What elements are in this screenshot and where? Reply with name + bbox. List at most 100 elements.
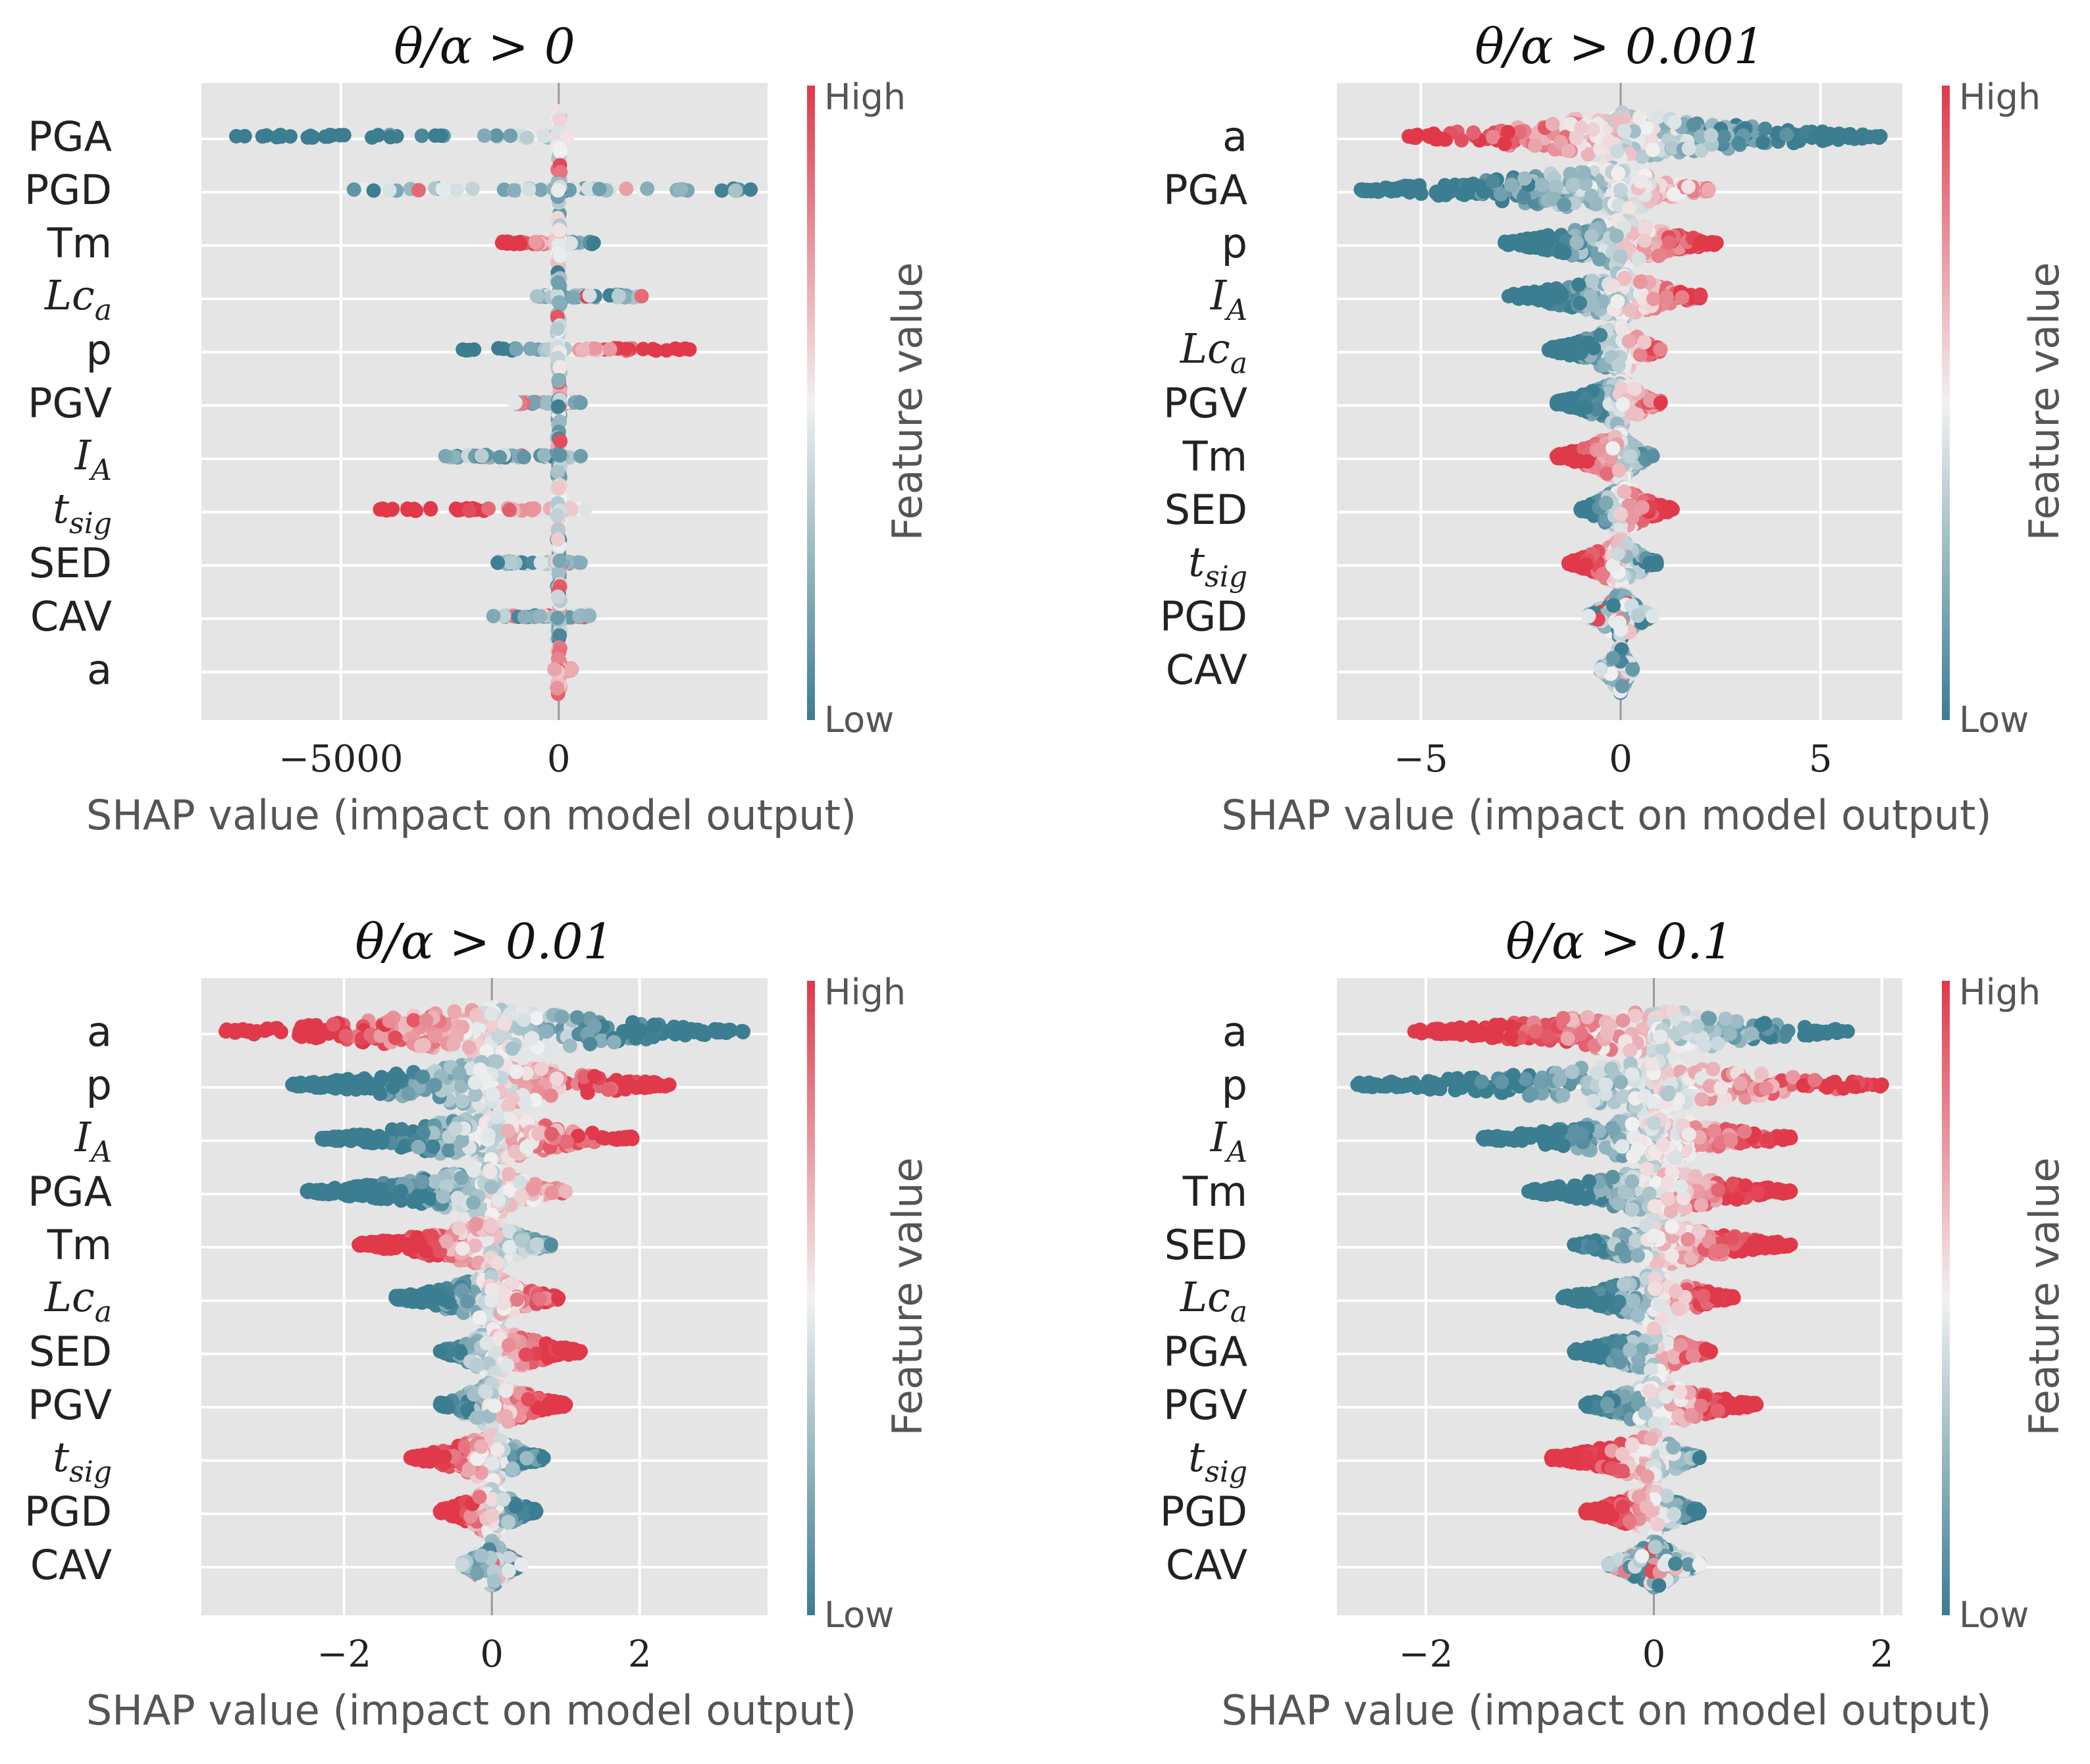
dot-p — [335, 1079, 350, 1095]
panel-title: θ/α > 0 — [394, 18, 575, 75]
panel-title: θ/α > 0.001 — [1475, 18, 1764, 75]
colorbar-axis-label: Feature value — [883, 262, 931, 540]
dot-pga — [283, 129, 298, 144]
dot-lc-a — [1636, 334, 1652, 350]
dot-pgd — [581, 181, 596, 196]
dot-a — [1704, 128, 1719, 143]
dot-i-a — [438, 449, 453, 463]
dot-p — [1609, 228, 1624, 244]
dot-p — [550, 321, 565, 336]
dot-p — [1552, 244, 1567, 259]
dot-a — [1731, 136, 1746, 151]
feature-label-subscript: sig — [69, 507, 112, 540]
dot-a — [419, 1013, 434, 1027]
dot-pgd — [673, 182, 689, 197]
dot-t-sig — [1649, 556, 1664, 570]
dot-lc-a — [1541, 342, 1556, 357]
dot-p — [682, 342, 697, 357]
dot-tm — [1549, 449, 1564, 463]
dot-a — [1574, 120, 1589, 135]
dot-cav — [1615, 679, 1630, 694]
feature-label-base: I — [1210, 271, 1228, 319]
feature-label: Lca — [1180, 324, 1247, 380]
dot-i-a — [1675, 290, 1690, 305]
feature-label: a — [87, 646, 112, 694]
dot-a — [1681, 141, 1696, 156]
dot-lc-a — [1593, 328, 1607, 343]
dot-p — [1631, 251, 1646, 267]
dot-tm — [494, 236, 509, 250]
dot-a — [539, 1024, 554, 1039]
dot-a — [1717, 129, 1732, 144]
dot-i-a — [552, 448, 567, 463]
dot-a — [1454, 133, 1469, 148]
dot-t-sig — [481, 501, 496, 516]
feature-label-subscript: a — [1230, 347, 1247, 380]
dot-pga — [1577, 165, 1592, 180]
dot-a — [687, 1024, 702, 1039]
dot-cav — [1625, 662, 1640, 677]
dot-pga — [1485, 174, 1500, 189]
dot-tm — [1580, 454, 1595, 469]
dot-p — [523, 341, 538, 356]
dot-tm — [563, 236, 579, 251]
dot-a — [1609, 113, 1625, 128]
dot-pga — [383, 130, 398, 145]
dot-p — [659, 343, 674, 358]
dot-a — [1758, 121, 1773, 136]
dot-a — [718, 1023, 733, 1038]
colorbar-low-label: Low — [1959, 699, 2029, 740]
dot-pga — [1557, 197, 1572, 213]
dot-a — [1486, 130, 1501, 145]
dot-pga — [1503, 177, 1519, 192]
dot-p — [473, 1062, 488, 1077]
dot-i-a — [1502, 289, 1516, 303]
dot-pgv — [1627, 381, 1642, 396]
dot-t-sig — [527, 501, 542, 516]
dot-a — [554, 1009, 569, 1024]
dot-p — [1709, 236, 1724, 250]
dot-i-a — [1693, 289, 1708, 303]
dot-a — [550, 681, 565, 696]
dot-i-a — [516, 450, 531, 465]
feature-label: Lca — [44, 271, 112, 327]
dot-cav — [533, 609, 548, 624]
dot-pgd — [550, 183, 565, 198]
dot-tm — [586, 236, 601, 250]
dot-a — [1545, 117, 1560, 132]
dot-pgd — [743, 182, 758, 197]
dot-i-a — [573, 449, 588, 463]
dot-tm — [1611, 463, 1627, 478]
x-axis-label: SHAP value (impact on model output) — [86, 791, 856, 839]
dot-pgd — [592, 182, 607, 197]
dot-a — [497, 1016, 512, 1031]
feature-label: SED — [1164, 486, 1247, 534]
feature-label: PGV — [28, 379, 112, 427]
dot-pga — [414, 128, 429, 143]
dot-a — [1639, 120, 1654, 136]
dot-pga — [1517, 171, 1532, 186]
dot-pgv — [1653, 396, 1668, 410]
dot-t-sig — [502, 502, 517, 517]
dot-a — [1528, 138, 1543, 153]
dot-p — [549, 1071, 564, 1086]
dot-p — [648, 343, 664, 358]
dot-p — [415, 1070, 431, 1084]
dot-a — [667, 1020, 681, 1035]
dot-p — [509, 1064, 524, 1079]
dot-i-a — [1571, 277, 1586, 292]
feature-label: tsig — [1188, 538, 1247, 594]
dot-a — [525, 1031, 540, 1046]
dot-i-a — [550, 465, 565, 479]
dot-a — [1847, 131, 1862, 146]
dot-pgd — [521, 182, 536, 197]
dot-a — [1829, 128, 1844, 143]
dot-pgd — [449, 182, 464, 197]
dot-sed — [1634, 500, 1650, 515]
dot-pgd — [366, 183, 381, 198]
dot-pgd — [1645, 609, 1660, 623]
dot-tm — [528, 234, 543, 249]
dot-pga — [428, 128, 443, 143]
dot-i-a — [492, 450, 508, 465]
